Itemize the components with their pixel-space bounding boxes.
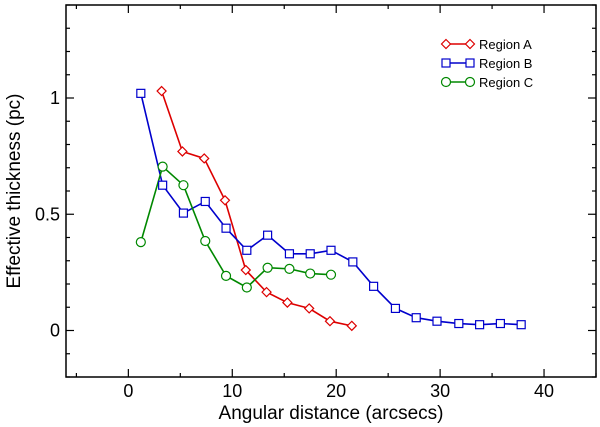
region-c-point bbox=[178, 180, 189, 191]
axis-tick-labels: 0 10 20 30 40 0 0.5 1 bbox=[35, 88, 554, 401]
region-c-point bbox=[241, 282, 252, 293]
x-tick-label: 0 bbox=[123, 381, 133, 401]
y-tick-label: 1 bbox=[50, 88, 60, 108]
region-b-point bbox=[432, 316, 442, 326]
legend-label: Region B bbox=[479, 56, 532, 71]
region-b-point bbox=[221, 223, 231, 233]
region-c-point bbox=[135, 237, 146, 248]
region-a-point bbox=[346, 320, 358, 332]
region-b-point bbox=[326, 245, 336, 255]
region-c-point bbox=[325, 269, 337, 280]
region-c-point bbox=[220, 270, 232, 281]
region-b-point bbox=[305, 249, 315, 259]
region-b-point bbox=[284, 249, 295, 259]
series-lines bbox=[140, 90, 522, 327]
region-c-point bbox=[284, 263, 295, 274]
axis-ticks bbox=[66, 4, 597, 378]
legend-marker bbox=[464, 38, 476, 50]
region-b-point bbox=[369, 281, 379, 291]
region-b-point bbox=[136, 88, 146, 98]
x-axis-title: Angular distance (arcsecs) bbox=[219, 403, 444, 424]
region-a-point bbox=[303, 303, 315, 314]
region-b-point bbox=[178, 208, 189, 218]
legend: Region A Region B Region C bbox=[440, 37, 533, 90]
legend-marker bbox=[440, 76, 452, 88]
region-b-point bbox=[454, 318, 464, 329]
region-b-point bbox=[263, 230, 273, 240]
region-b-point bbox=[390, 303, 401, 314]
region-c-point bbox=[305, 268, 316, 279]
region-b-point bbox=[495, 318, 505, 329]
region-b-point bbox=[158, 180, 168, 190]
legend-marker bbox=[441, 58, 451, 68]
region-a-point bbox=[177, 146, 188, 157]
y-tick-label: 0 bbox=[50, 321, 60, 341]
legend-label: Region A bbox=[479, 37, 532, 52]
legend-marker bbox=[465, 58, 475, 68]
region-c-point bbox=[262, 262, 273, 273]
region-b-point bbox=[411, 313, 421, 323]
region-b-point bbox=[200, 196, 210, 207]
region-a-line bbox=[160, 90, 352, 327]
region-c-point bbox=[157, 161, 168, 172]
legend-item-region-c: Region C bbox=[440, 75, 533, 90]
region-b-line bbox=[140, 93, 522, 326]
x-tick-label: 20 bbox=[326, 381, 346, 401]
region-c-line bbox=[140, 165, 332, 289]
y-axis-title: Effective thickness (pc) bbox=[4, 93, 25, 288]
legend-item-region-b: Region B bbox=[441, 56, 532, 71]
region-a-point bbox=[198, 153, 210, 164]
region-a-point bbox=[219, 194, 231, 206]
region-b-point bbox=[516, 320, 526, 330]
region-b-point bbox=[348, 257, 358, 267]
region-a-point bbox=[156, 85, 167, 97]
legend-label: Region C bbox=[479, 75, 533, 90]
region-a-point bbox=[261, 286, 272, 298]
x-tick-label: 40 bbox=[534, 381, 554, 401]
region-b-point bbox=[242, 245, 252, 255]
series-markers bbox=[135, 85, 526, 332]
legend-item-region-a: Region A bbox=[440, 37, 532, 52]
y-tick-label: 0.5 bbox=[35, 204, 60, 224]
x-tick-label: 10 bbox=[222, 381, 242, 401]
region-c-point bbox=[200, 235, 211, 247]
legend-marker bbox=[464, 76, 476, 88]
region-b-point bbox=[475, 320, 485, 330]
region-a-point bbox=[282, 297, 293, 308]
region-a-point bbox=[324, 315, 336, 327]
region-a-point bbox=[240, 264, 252, 276]
x-tick-label: 30 bbox=[430, 381, 450, 401]
legend-marker bbox=[440, 38, 452, 50]
